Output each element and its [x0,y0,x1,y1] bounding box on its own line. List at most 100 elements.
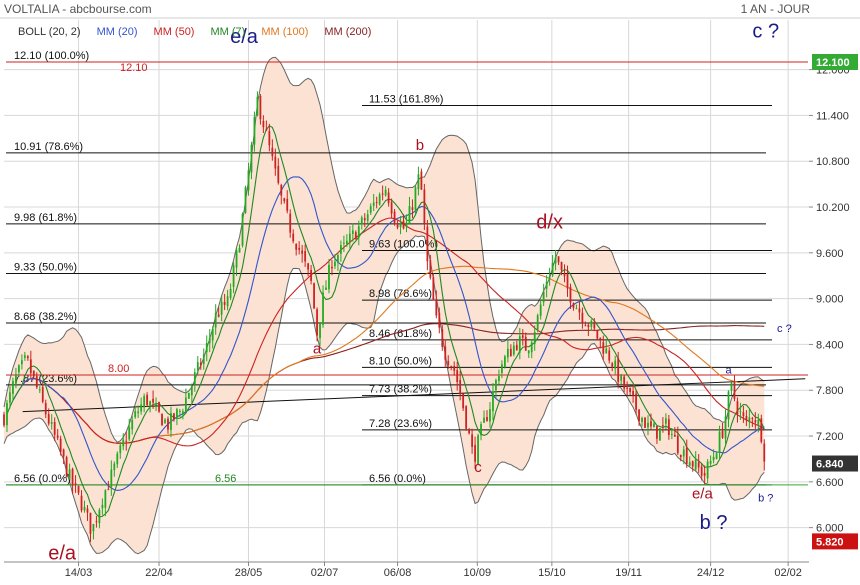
candle [244,185,247,214]
candle [247,162,250,196]
candle-body [292,233,295,242]
candle [417,166,420,196]
candle-body [196,362,199,371]
candle-body [53,421,56,435]
candle-body [375,201,378,203]
candle-body [199,362,202,366]
candle-body [587,324,590,328]
candle-body [384,189,387,196]
candle [378,192,381,206]
candle-body [15,374,17,384]
candle-body [226,296,229,307]
candle [745,410,748,427]
candle-body [498,375,500,381]
candle-body [432,277,435,301]
candle-body [548,276,551,280]
candle [381,185,384,201]
candle [515,340,518,351]
price-tag-bg [812,53,858,70]
candle [539,299,542,320]
candle [155,397,157,412]
candle-body [638,409,640,422]
candle-body [662,425,664,427]
candle-body [313,283,315,309]
candle [390,198,393,218]
candle [465,405,468,431]
candle [527,349,530,358]
x-tick-label: 28/05 [235,567,263,579]
candle-body [393,211,396,223]
candle-body [322,292,324,325]
candle [760,414,763,444]
candle [468,427,471,435]
candle-body [492,391,494,412]
candle [360,215,363,230]
candle-body [441,329,444,347]
candle [375,196,378,209]
fib-level-label: 10.91 (78.6%) [14,141,83,153]
candle-body [703,472,706,476]
candle [492,383,494,421]
candle-body [435,299,438,316]
candle-body [74,483,77,485]
candle-body [647,422,649,428]
candle [26,354,29,361]
x-tick-label: 22/04 [145,567,173,579]
candle [632,384,634,403]
candle-body [596,330,599,339]
candle [560,261,563,276]
candle-body [241,213,244,246]
candle-body [641,417,643,422]
candle [351,223,354,242]
candle [107,480,110,491]
candle-body [41,386,44,402]
candle-body [679,454,682,458]
candle-body [673,434,676,437]
x-tick-label: 06/08 [384,567,412,579]
wave-labels: e/a e/a a b c d/x a e/a b ? b ? c ? c ? [48,21,792,565]
fib-level-label: 11.53 (161.8%) [369,93,443,105]
candle-body [351,230,354,234]
legend-item: BOLL (20, 2) [18,26,81,38]
candle [217,307,220,318]
candle [635,390,637,415]
candle-body [360,217,363,225]
candle-body [656,426,658,439]
candle [152,390,154,409]
candle [569,283,572,309]
candle-body [462,393,465,409]
candle-body [101,504,104,509]
candle [530,339,533,359]
candle-body [709,460,712,464]
candle [542,283,545,307]
candle [712,449,715,464]
candle-body [667,419,670,436]
candle-body [387,192,390,204]
candle [3,411,5,428]
fib-level-label: 7.28 (23.6%) [369,418,432,430]
candle-body [399,222,402,228]
x-tick-label: 14/03 [65,567,93,579]
candle-body [83,506,86,511]
candle-body [26,356,29,359]
candle-body [542,291,545,303]
candle [462,393,465,411]
bollinger-lower [3,235,765,555]
price-tag-label: 12.100 [816,57,850,69]
candle-body [754,420,757,423]
candle-body [253,116,256,145]
candle [581,307,584,329]
candle-body [134,411,137,418]
candle [176,407,178,426]
candle-body [450,366,453,368]
candle-body [533,331,536,344]
candle [68,463,71,480]
candle-body [745,415,748,420]
candle-body [80,495,83,511]
candle-body [712,456,715,461]
candle-body [417,174,420,190]
candle-body [244,187,247,213]
candle-body [334,261,336,267]
candle-body [348,233,351,243]
candle-body [629,387,632,392]
